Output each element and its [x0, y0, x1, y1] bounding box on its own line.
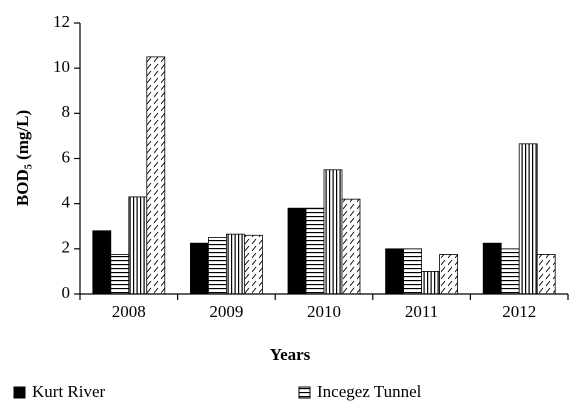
bar — [189, 242, 209, 295]
bar — [500, 248, 520, 295]
legend-swatch — [13, 386, 26, 399]
bar — [341, 198, 361, 295]
y-tick-label: 10 — [53, 57, 70, 76]
y-tick-label: 8 — [62, 102, 71, 121]
y-tick-label: 6 — [62, 147, 71, 166]
bar — [439, 254, 459, 295]
y-axis-title: BOD₅ (mg/L) — [13, 110, 32, 206]
x-tick-label: 2011 — [405, 302, 438, 321]
legend-label: Kurt River — [32, 382, 106, 401]
x-tick-label: 2010 — [307, 302, 341, 321]
bar — [287, 207, 307, 295]
y-tick-label: 4 — [62, 193, 71, 212]
bar — [482, 242, 502, 295]
bar — [536, 254, 556, 295]
legend-label: Incegez Tunnel — [317, 382, 422, 401]
bar — [403, 248, 423, 295]
bar — [110, 254, 130, 295]
y-tick-label: 2 — [62, 238, 71, 257]
x-axis-title: Years — [270, 345, 311, 364]
legend-swatch — [298, 386, 311, 399]
x-tick-label: 2009 — [209, 302, 243, 321]
x-tick-label: 2012 — [502, 302, 536, 321]
y-tick-label: 12 — [53, 12, 70, 31]
bar — [128, 196, 148, 295]
bar — [225, 233, 245, 295]
y-tick-label: 0 — [62, 283, 71, 302]
bar — [518, 143, 538, 295]
bar — [243, 234, 263, 295]
bar — [421, 271, 441, 295]
bar — [207, 237, 227, 295]
bar — [92, 230, 112, 295]
bar — [146, 56, 166, 295]
bar — [385, 248, 405, 295]
bar — [305, 207, 325, 295]
bar — [323, 169, 343, 295]
x-tick-label: 2008 — [112, 302, 146, 321]
